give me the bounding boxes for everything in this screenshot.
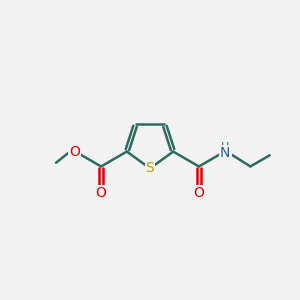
Text: O: O — [69, 145, 80, 159]
Text: S: S — [146, 161, 154, 176]
Text: H: H — [221, 142, 230, 152]
Text: O: O — [194, 186, 204, 200]
Text: N: N — [220, 146, 230, 160]
Text: O: O — [96, 186, 106, 200]
